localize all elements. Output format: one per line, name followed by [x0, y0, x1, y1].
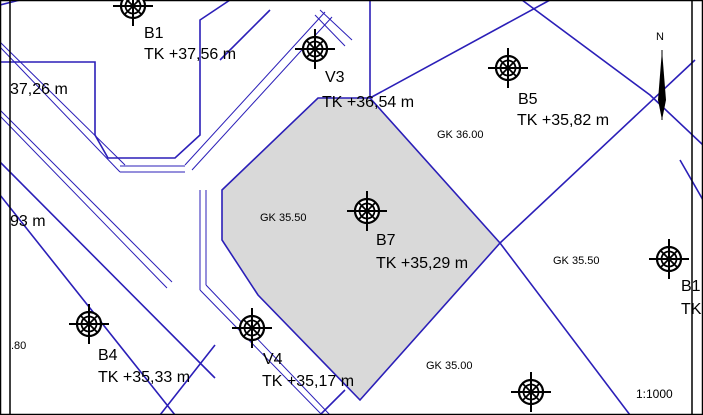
ground-level-label-4: GK 35.00 — [426, 360, 472, 372]
road-lines — [0, 9, 353, 415]
survey-point-v3-icon — [293, 27, 337, 71]
point-tk-b7: TK +35,29 m — [376, 255, 468, 272]
point-name-b4: B4 — [98, 347, 118, 364]
point-tk-b1-top: TK +37,56 m — [144, 46, 236, 63]
north-arrow-icon — [658, 50, 666, 120]
point-name-b5: B5 — [518, 91, 538, 108]
point-name-b1-top: B1 — [144, 25, 164, 42]
partial-label-1: 37,26 m — [10, 81, 68, 98]
ground-level-label-1: GK 36.00 — [437, 129, 483, 141]
point-name-b1-right: B1 — [681, 278, 701, 295]
survey-point-b5-icon — [486, 46, 530, 90]
point-name-v4: V4 — [263, 351, 283, 368]
survey-point-b1-right-icon — [647, 237, 691, 281]
point-tk-b4: TK +35,33 m — [98, 369, 190, 386]
ground-level-label-3: GK 35.50 — [553, 255, 599, 267]
point-tk-v3: TK +36,54 m — [322, 94, 414, 111]
point-name-b7: B7 — [376, 232, 396, 249]
point-tk-b5: TK +35,82 m — [517, 112, 609, 129]
survey-point-bottom-icon — [509, 370, 553, 414]
partial-label-2: 93 m — [10, 213, 46, 230]
north-label: N — [656, 31, 664, 43]
point-tk-v4: TK +35,17 m — [262, 373, 354, 390]
point-name-v3: V3 — [325, 69, 345, 86]
partial-label-3: .80 — [11, 340, 26, 352]
survey-point-v4-icon — [230, 306, 274, 350]
survey-point-b4-icon — [67, 302, 111, 346]
survey-point-b1-top-icon — [111, 0, 155, 28]
ground-level-label-2: GK 35.50 — [260, 212, 306, 224]
point-tk-b1-right: TK — [681, 301, 702, 318]
map-scale: 1:1000 — [636, 387, 673, 401]
highlighted-parcel — [221, 97, 502, 402]
